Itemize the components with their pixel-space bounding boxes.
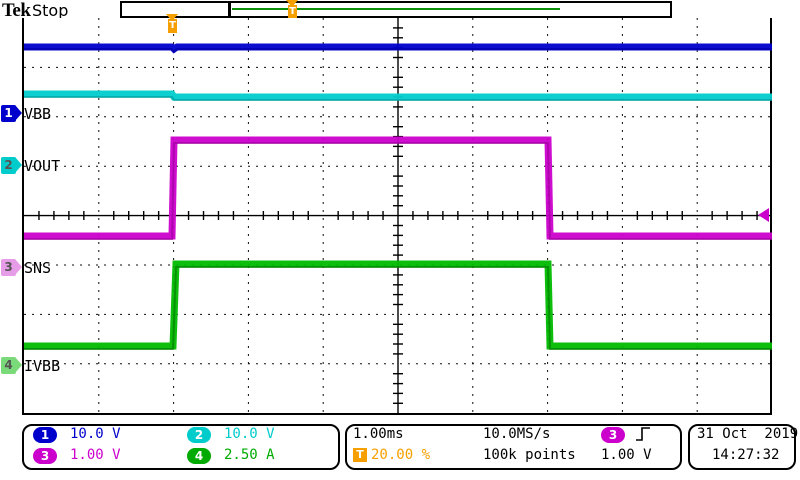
record-length-trigger-marker[interactable]: T (286, 0, 299, 20)
trigger-level-arrow-icon[interactable] (758, 208, 769, 222)
channel-label-3: SNS (24, 259, 52, 277)
tek-logo: Tek (2, 0, 31, 21)
readout-badge-ch3-number: 3 (40, 449, 50, 463)
readout-scale-ch2: 10.0 V (224, 426, 275, 442)
timebase-trigger-panel[interactable] (345, 424, 682, 470)
channel-marker-3[interactable]: 3 (1, 259, 22, 276)
readout-badge-ch2-number: 2 (194, 428, 204, 442)
readout-scale-ch3: 1.00 V (70, 447, 121, 463)
trigger-level: 1.00 V (601, 447, 652, 463)
channel-marker-3-number: 3 (4, 260, 13, 274)
channel-marker-2-number: 2 (4, 158, 13, 172)
trigger-t-triangle (286, 0, 298, 7)
channel-marker-1-pointer (15, 105, 22, 121)
acquisition-state: Stop (32, 1, 69, 20)
channel-marker-1[interactable]: 1 (1, 105, 22, 122)
record-length-active-region (232, 8, 560, 10)
trigger-position-icon-letter: T (356, 448, 364, 461)
datetime-panel (688, 424, 796, 470)
readout-scale-ch1: 10.0 V (70, 426, 121, 442)
trigger-position-triangle (166, 14, 178, 21)
trace-ch1-vbb (24, 43, 772, 54)
trace-ch2-vout (24, 90, 772, 101)
channel-marker-2-pointer (15, 157, 22, 173)
trigger-t-box (288, 5, 297, 19)
readout-badge-ch1-number: 1 (40, 428, 50, 442)
readout-badge-ch2[interactable]: 2 (187, 427, 211, 443)
grid-and-traces (24, 18, 772, 413)
trigger-t-letter: T (289, 6, 296, 17)
rising-edge-icon (636, 427, 650, 441)
time-text: 14:27:32 (712, 447, 780, 463)
record-points: 100k points (483, 447, 576, 463)
readout-badge-ch4[interactable]: 4 (187, 448, 211, 464)
trace-ch4-ivbb (24, 260, 772, 350)
trigger-position-marker[interactable]: T (166, 14, 179, 34)
readout-badge-ch3[interactable]: 3 (33, 448, 57, 464)
trace-ch3-sns (24, 136, 772, 240)
timebase-per-div: 1.00ms (353, 426, 404, 442)
channel-marker-3-body (1, 259, 16, 276)
trigger-position-letter: T (169, 20, 176, 31)
readout-scale-ch4: 2.50 A (224, 447, 275, 463)
channel-marker-1-body (1, 105, 16, 122)
trigger-position-icon[interactable]: T (353, 448, 367, 462)
channel-marker-3-pointer (15, 259, 22, 275)
channel-marker-4-number: 4 (4, 358, 13, 372)
channel-marker-4-body (1, 357, 16, 374)
readout-badge-ch1[interactable]: 1 (33, 427, 57, 443)
channel-readout-panel[interactable] (22, 424, 340, 470)
record-length-divider (228, 1, 231, 18)
readout-badge-ch4-number: 4 (194, 449, 204, 463)
trigger-position-box (168, 19, 177, 33)
channel-label-4: IVBB (24, 357, 61, 375)
channel-marker-4[interactable]: 4 (1, 357, 22, 374)
trigger-position-percent: 20.00 % (371, 447, 431, 463)
channel-label-1: VBB (24, 105, 52, 123)
channel-marker-2[interactable]: 2 (1, 157, 22, 174)
trigger-source-badge[interactable]: 3 (601, 427, 625, 443)
channel-marker-4-pointer (15, 357, 22, 373)
channel-marker-1-number: 1 (4, 106, 13, 120)
sample-rate: 10.0MS/s (483, 426, 551, 442)
channel-label-2: VOUT (24, 157, 61, 175)
waveform-graticule[interactable] (22, 18, 772, 415)
channel-marker-2-body (1, 157, 16, 174)
trigger-source-number: 3 (608, 428, 618, 442)
date-text: 31 Oct 2019 (697, 426, 799, 442)
